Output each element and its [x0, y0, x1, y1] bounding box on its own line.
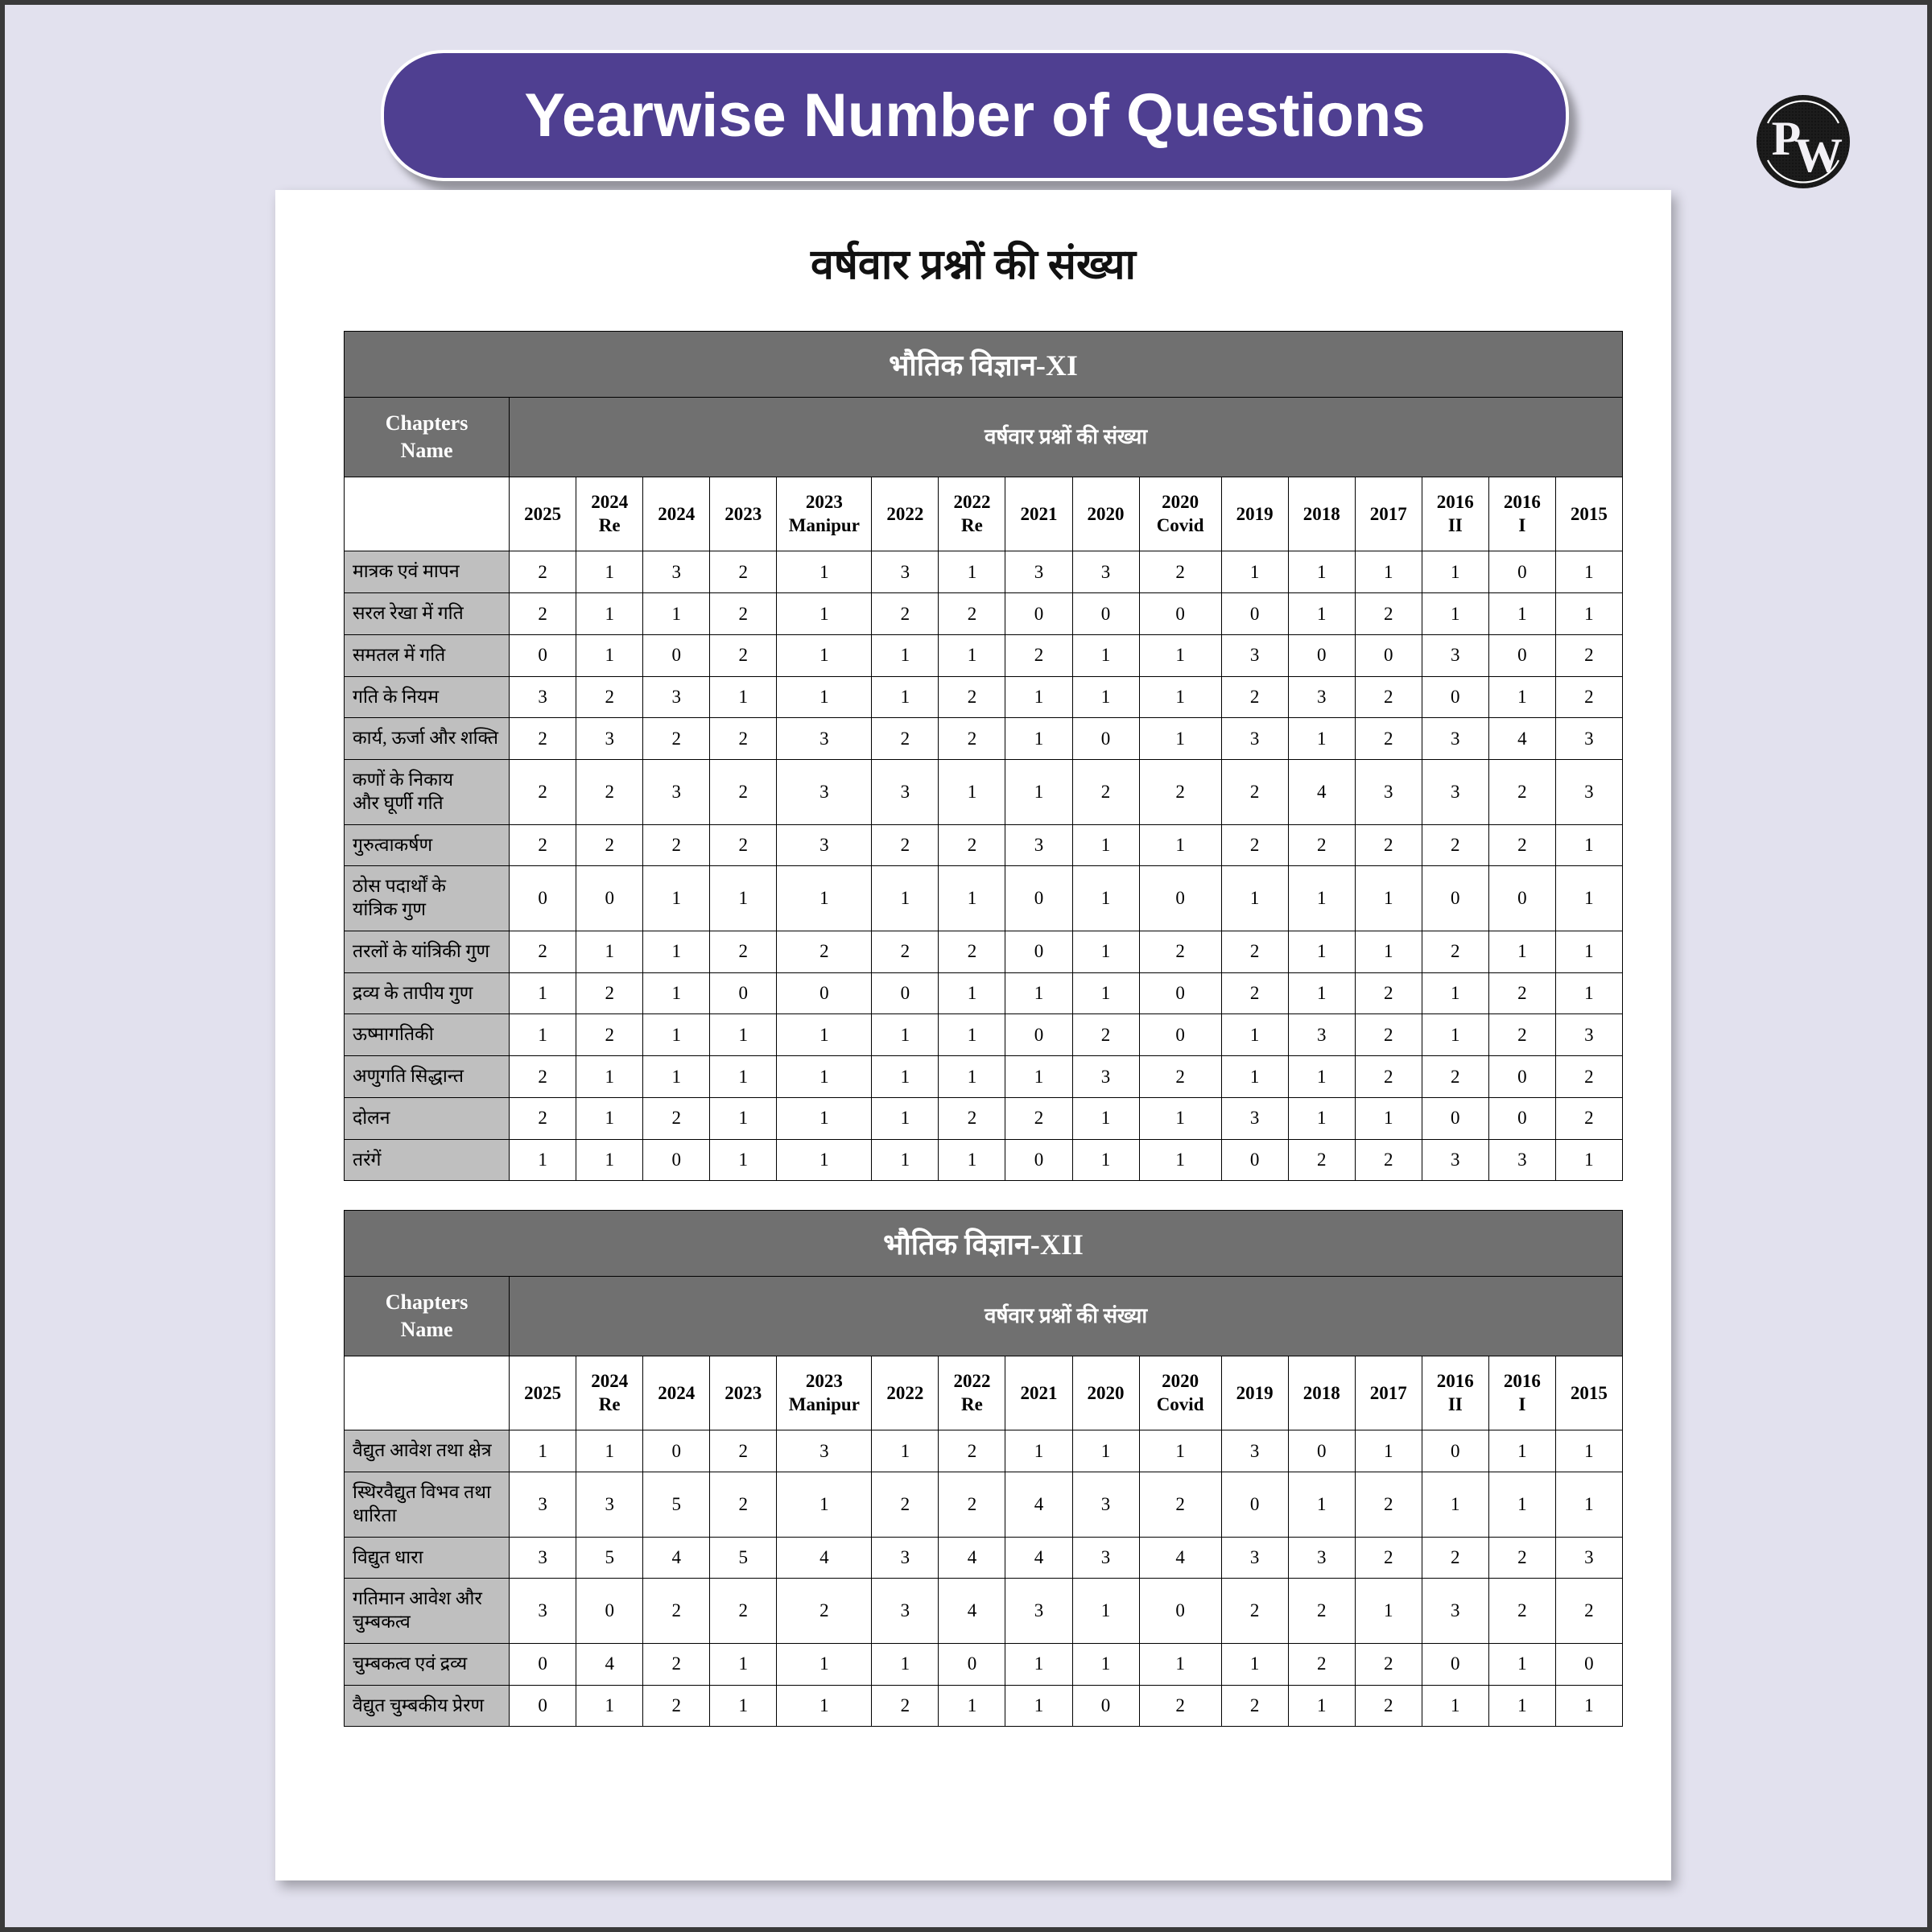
svg-text:W: W — [1794, 129, 1843, 182]
